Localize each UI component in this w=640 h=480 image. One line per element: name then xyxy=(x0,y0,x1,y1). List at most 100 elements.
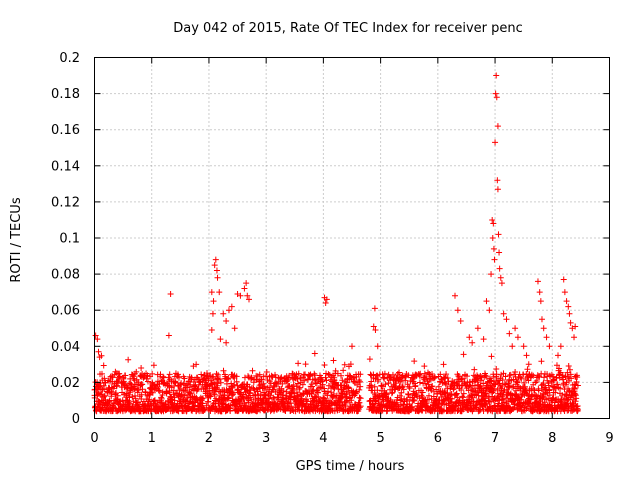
data-point xyxy=(419,389,426,396)
axis-ticks xyxy=(94,57,610,419)
data-point xyxy=(302,361,309,368)
data-point xyxy=(477,372,484,379)
data-point xyxy=(96,354,103,361)
data-point xyxy=(245,373,252,380)
data-point xyxy=(495,231,502,238)
data-point xyxy=(561,289,568,296)
y-tick-label: 0.18 xyxy=(51,87,80,102)
data-point xyxy=(482,389,489,396)
x-tick-label: 8 xyxy=(548,431,556,446)
data-point xyxy=(546,386,553,393)
data-point xyxy=(494,123,501,130)
data-point xyxy=(246,296,252,303)
data-point xyxy=(284,378,291,385)
data-point xyxy=(523,352,530,359)
data-point xyxy=(416,379,423,386)
data-point xyxy=(469,394,476,401)
data-point xyxy=(399,383,406,390)
data-point xyxy=(458,387,465,394)
data-point xyxy=(501,380,508,387)
data-point xyxy=(338,372,345,379)
data-point xyxy=(145,378,152,385)
data-point xyxy=(212,256,219,263)
data-point xyxy=(319,381,326,388)
data-point xyxy=(217,379,224,386)
data-point xyxy=(323,296,330,303)
data-point xyxy=(356,394,363,401)
data-point xyxy=(544,371,551,378)
data-point xyxy=(530,372,537,379)
y-tick-labels: 0 0.02 0.04 0.06 0.08 0.1 0.12 0.14 0.16 0.18 0.2 xyxy=(51,51,80,427)
data-point xyxy=(532,379,539,386)
data-point xyxy=(499,377,506,384)
data-point xyxy=(520,371,527,378)
data-point xyxy=(143,375,150,382)
data-point xyxy=(343,391,350,398)
data-point xyxy=(429,371,436,378)
data-point xyxy=(524,366,531,373)
data-point xyxy=(241,285,248,292)
data-point xyxy=(491,256,498,263)
data-point xyxy=(453,390,460,397)
data-point xyxy=(284,403,291,410)
data-point xyxy=(221,397,228,404)
data-point xyxy=(256,371,263,378)
data-point xyxy=(474,325,481,332)
data-point xyxy=(489,216,496,223)
data-point xyxy=(339,377,346,384)
data-point xyxy=(553,362,560,369)
data-point xyxy=(486,403,493,410)
data-point xyxy=(225,307,232,314)
data-point xyxy=(167,290,174,297)
data-point xyxy=(286,400,293,407)
data-point xyxy=(129,393,136,400)
x-tick-label: 1 xyxy=(148,431,156,446)
data-point xyxy=(122,372,129,379)
data-point xyxy=(288,403,295,410)
data-point xyxy=(330,384,337,391)
data-point xyxy=(567,319,574,326)
data-point xyxy=(294,375,301,382)
data-point xyxy=(101,385,108,392)
data-point xyxy=(214,274,221,281)
data-point xyxy=(148,405,155,412)
data-point xyxy=(432,374,438,381)
data-point xyxy=(428,383,435,390)
data-point xyxy=(321,362,328,369)
y-tick-label: 0.02 xyxy=(51,376,80,391)
data-point xyxy=(452,292,458,299)
data-point xyxy=(217,336,224,343)
data-point xyxy=(388,390,395,397)
data-point xyxy=(325,371,332,378)
data-point xyxy=(440,361,447,368)
data-point xyxy=(399,372,406,379)
data-point xyxy=(142,389,149,396)
data-point xyxy=(188,374,195,381)
data-point xyxy=(311,350,318,357)
data-point xyxy=(92,332,99,339)
y-tick-label: 0.12 xyxy=(51,195,80,210)
data-point xyxy=(181,375,188,382)
data-point xyxy=(474,379,481,386)
data-point xyxy=(499,393,506,400)
data-point xyxy=(214,380,221,387)
data-point xyxy=(213,267,220,274)
data-point xyxy=(570,402,577,409)
data-point xyxy=(569,400,576,407)
data-point xyxy=(486,307,493,314)
data-point xyxy=(499,396,506,403)
data-point xyxy=(480,380,487,387)
data-point xyxy=(409,403,416,410)
data-point xyxy=(315,393,322,400)
data-point xyxy=(186,390,193,397)
data-point xyxy=(216,375,223,382)
data-point xyxy=(539,394,546,401)
data-point xyxy=(378,382,385,389)
data-point xyxy=(557,343,564,350)
y-tick-label: 0.14 xyxy=(51,159,80,174)
data-point xyxy=(404,397,411,404)
data-point xyxy=(329,407,336,414)
data-point xyxy=(543,334,550,341)
data-point xyxy=(342,393,349,400)
data-point xyxy=(230,391,237,398)
